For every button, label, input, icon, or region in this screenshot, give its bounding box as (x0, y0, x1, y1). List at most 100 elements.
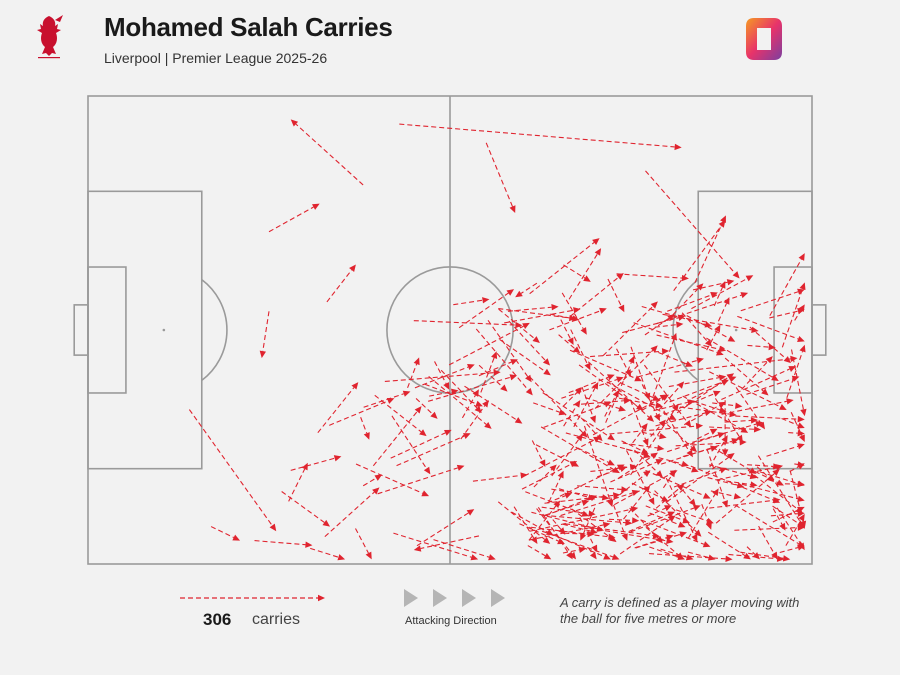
carry-arrow-294-shaft (529, 508, 632, 532)
carry-arrow-267-shaft (673, 225, 722, 291)
carry-arrow-269 (561, 292, 587, 335)
carry-arrow-134-shaft (608, 518, 633, 521)
carry-arrow-302-head (514, 417, 523, 424)
carry-arrow-112 (536, 508, 577, 560)
carry-arrow-155-shaft (734, 504, 800, 545)
carry-arrow-293-shaft (377, 467, 458, 495)
carry-arrow-238-shaft (362, 477, 377, 487)
carry-arrow-261-shaft (654, 324, 677, 328)
chart-subtitle: Liverpool | Premier League 2025-26 (104, 50, 328, 66)
carry-arrow-107-head (736, 482, 745, 489)
carry-arrow-138-head (557, 470, 564, 479)
carry-arrow-97-head (797, 443, 805, 450)
carry-arrow-66-shaft (681, 489, 692, 502)
carry-arrow-16 (630, 504, 701, 533)
carry-arrow-205-head (768, 343, 776, 351)
carry-arrow-284-head (572, 346, 581, 354)
carry-arrow-149-head (587, 530, 595, 538)
carry-arrow-301-head (601, 494, 610, 501)
carry-arrow-97 (766, 443, 805, 457)
carry-arrow-226-shaft (393, 532, 472, 558)
carry-arrow-42-shaft (528, 505, 557, 541)
carry-arrow-75 (577, 485, 629, 493)
carry-arrow-19-head (655, 459, 664, 465)
carry-arrow-147-head (798, 434, 805, 443)
carry-arrow-70 (696, 428, 718, 440)
carry-arrow-222 (508, 320, 551, 366)
carry-arrow-103-shaft (524, 439, 595, 477)
carry-arrow-145-shaft (781, 418, 799, 426)
carry-arrow-134 (608, 517, 640, 524)
carry-arrow-89-head (726, 373, 735, 380)
carry-arrow-143-shaft (682, 448, 712, 458)
carry-arrow-287 (507, 304, 559, 312)
carry-arrow-10-head (772, 469, 780, 477)
carry-arrow-274-shaft (295, 123, 364, 186)
carry-arrow-291-head (493, 369, 501, 376)
carry-arrow-250-head (322, 519, 331, 527)
carry-arrow-120-shaft (779, 547, 799, 554)
carry-arrow-100 (721, 366, 797, 401)
carry-arrow-50-head (545, 529, 554, 536)
carry-arrow-0 (584, 397, 626, 412)
carry-arrow-173-shaft (619, 382, 654, 399)
carry-arrow-185 (714, 398, 743, 443)
carries-layer (188, 119, 807, 563)
carry-arrow-65-head (661, 495, 669, 502)
carry-arrow-197-shaft (434, 361, 447, 384)
carry-arrow-82-head (648, 497, 655, 506)
carry-arrow-81-shaft (630, 409, 676, 476)
carry-arrow-63-shaft (735, 415, 798, 420)
carry-arrow-152 (758, 525, 778, 560)
carry-arrow-274 (290, 119, 364, 186)
carry-arrow-72-head (668, 515, 676, 523)
carry-arrow-126-shaft (746, 378, 793, 395)
carry-arrow-294-head (630, 506, 639, 513)
carry-arrow-252-shaft (372, 411, 418, 467)
carry-arrow-296 (667, 432, 726, 453)
carry-arrow-19-shaft (610, 461, 657, 483)
carry-arrow-292-shaft (674, 358, 791, 373)
carry-arrow-158-shaft (645, 505, 684, 521)
carry-arrow-250-shaft (281, 491, 325, 523)
carry-arrow-44-shaft (687, 494, 716, 539)
carry-arrow-88 (513, 506, 538, 544)
carry-arrow-301-shaft (551, 488, 603, 498)
carry-arrow-212 (415, 398, 438, 419)
carry-arrow-257-shaft (568, 253, 598, 300)
carry-arrow-82-shaft (625, 450, 652, 500)
chart-title: Mohamed Salah Carries (104, 12, 393, 42)
carry-arrow-28-shaft (772, 508, 783, 525)
carry-arrow-180-shaft (448, 325, 524, 366)
carry-arrow-12-head (721, 500, 728, 508)
carry-arrow-297 (645, 469, 711, 499)
carry-arrow-67-shaft (621, 440, 643, 452)
carry-arrow-113 (747, 469, 803, 514)
carry-arrow-158-head (682, 517, 690, 524)
carry-arrow-77-shaft (770, 513, 798, 517)
carry-arrow-247-shaft (355, 463, 423, 494)
carry-arrow-25-head (679, 531, 687, 538)
carry-arrow-25 (635, 531, 687, 549)
carry-arrow-170-shaft (740, 291, 799, 312)
carry-arrow-55-head (691, 466, 699, 473)
carry-arrow-102-head (786, 398, 794, 405)
carry-arrow-189-head (718, 374, 727, 381)
carry-arrow-111 (592, 394, 668, 436)
carry-arrow-305 (616, 348, 631, 377)
carry-arrow-143-head (710, 445, 718, 452)
carry-arrow-11-head (702, 541, 711, 548)
carry-arrow-211-head (484, 421, 492, 429)
carry-arrow-184-head (607, 433, 615, 441)
carry-arrow-281-head (721, 449, 729, 457)
carry-arrow-218 (659, 403, 693, 458)
carry-arrow-303-head (580, 532, 587, 541)
carry-arrow-260 (569, 272, 624, 317)
carry-arrow-275-head (312, 203, 320, 210)
carry-arrow-123-head (609, 535, 617, 543)
carry-arrow-280 (529, 376, 588, 438)
carry-arrow-200-head (474, 405, 482, 414)
carry-arrow-224-head (714, 324, 721, 333)
carry-arrow-232 (460, 399, 489, 440)
carry-arrow-240-shaft (497, 501, 546, 540)
